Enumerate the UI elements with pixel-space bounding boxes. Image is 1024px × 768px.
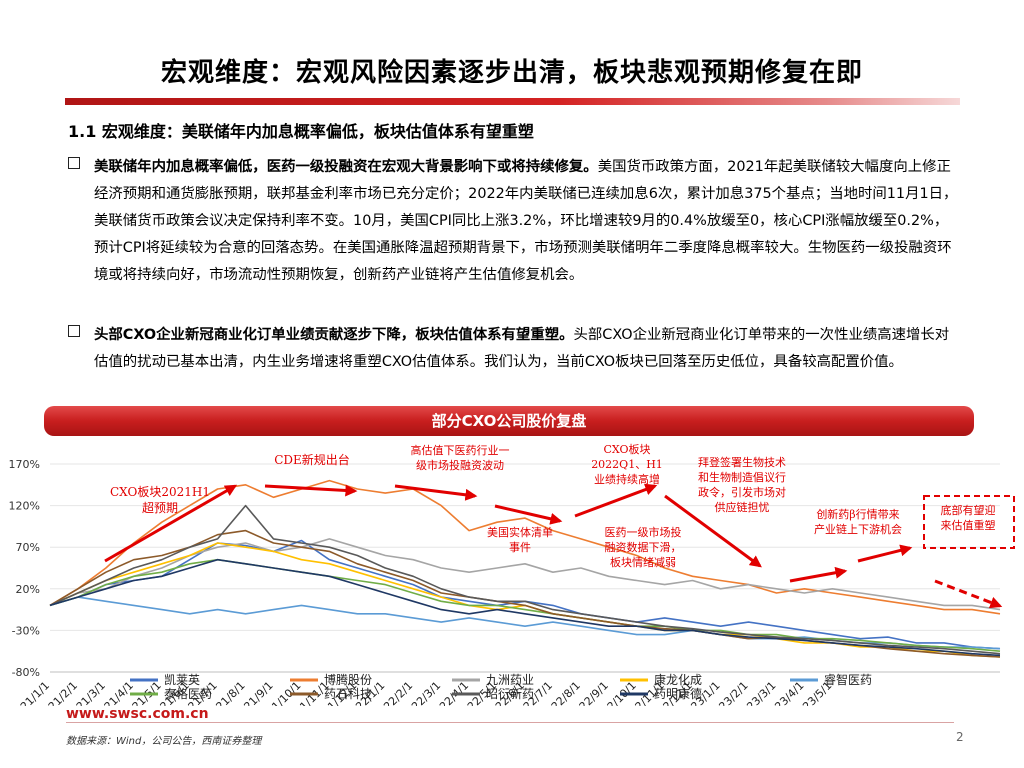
annotation-7-line-1: 拜登签署生物技术 <box>698 455 786 469</box>
legend-label: 睿智医药 <box>824 672 872 687</box>
bullet-2-lead: 头部CXO企业新冠商业化订单业绩贡献逐步下降，板块估值体系有望重塑。 <box>94 327 574 343</box>
series-line-药明康德 <box>49 558 1001 657</box>
bullet-1-text: 美联储年内加息概率偏低，医药一级投融资在宏观大背景影响下或将持续修复。美国货币政… <box>94 154 962 289</box>
annotation-5-line-2: 事件 <box>509 541 531 554</box>
x-tick-label: 2021/1/1 <box>8 679 52 706</box>
footer-url: www.swsc.com.cn <box>66 706 209 722</box>
annotation-1-line-2: 超预期 <box>142 500 178 515</box>
annotation-7-line-3: 政令，引发市场对 <box>698 485 786 499</box>
y-tick-label: 170% <box>9 458 40 471</box>
annotation-4-line-3: 业绩持续高增 <box>594 472 660 486</box>
series-line-泰格医药 <box>49 558 1001 652</box>
annotation-8-line-2: 产业链上下游机会 <box>814 522 902 536</box>
page-number: 2 <box>956 730 964 744</box>
annotation-3-line-1: 高估值下医药行业一 <box>411 443 510 457</box>
bullet-1-lead: 美联储年内加息概率偏低，医药一级投融资在宏观大背景影响下或将持续修复。 <box>94 159 598 175</box>
trend-arrow <box>394 484 478 501</box>
legend-label: 药石科技 <box>324 687 372 701</box>
annotation-dashed-box <box>923 495 1015 549</box>
annotation-6-line-1: 医药一级市场投 <box>605 525 682 539</box>
annotation-1-line-1: CXO板块2021H1 <box>110 485 210 499</box>
annotation-5-line-1: 美国实体清单 <box>487 525 553 539</box>
checkbox-bullet-icon <box>68 325 80 337</box>
annotation-6-line-3: 板块情绪减弱 <box>610 555 676 569</box>
data-source: 数据来源：Wind，公司公告，西南证券整理 <box>66 736 262 747</box>
annotation-4-line-2: 2022Q1、H1 <box>591 458 663 471</box>
trend-arrow <box>574 483 658 518</box>
y-tick-label: -80% <box>12 666 40 679</box>
trend-arrow-dashed <box>934 579 1003 609</box>
legend-label: 康龙化成 <box>654 672 702 687</box>
trend-arrow <box>104 484 238 563</box>
trend-arrow <box>494 504 563 525</box>
annotation-6-line-2: 融资数据下滑， <box>605 540 682 554</box>
stock-price-chart: 170%120%70%20%-30%-80%2021/1/12021/2/120… <box>8 442 1015 706</box>
legend-label: 昭衍新药 <box>486 686 534 701</box>
trend-arrow <box>664 494 762 568</box>
y-tick-label: -30% <box>12 624 40 637</box>
footer-divider <box>66 722 954 723</box>
legend-label: 博腾股份 <box>324 672 372 687</box>
annotation-8-line-1: 创新药β行情带来 <box>816 507 899 521</box>
checkbox-bullet-icon <box>68 157 80 169</box>
bullet-2-body: 头部CXO企业新冠商业化订单带来的一次性业绩高速增长对估值的扰动已基本出清，内生… <box>94 327 950 370</box>
series-line-九洲药业 <box>49 538 1001 611</box>
legend-label: 药明康德 <box>654 686 702 701</box>
legend-label: 九洲药业 <box>486 673 534 687</box>
annotation-7-line-2: 和生物制造倡议行 <box>698 470 786 484</box>
series-line-昭衍新药 <box>49 504 1001 655</box>
series-line-博腾股份 <box>49 479 1001 615</box>
legend-label: 泰格医药 <box>164 686 212 701</box>
section-subheading: 1.1 宏观维度：美联储年内加息概率偏低，板块估值体系有望重塑 <box>68 122 534 141</box>
y-tick-label: 120% <box>9 500 40 513</box>
annotation-9-line-2: 来估值重塑 <box>941 518 996 532</box>
page-title: 宏观维度：宏观风险因素逐步出清，板块悲观预期修复在即 <box>160 58 863 88</box>
annotation-7-line-4: 供应链担忧 <box>715 500 770 514</box>
bullet-1-body: 美国货币政策方面，2021年起美联储较大幅度向上修正经济预期和通货膨胀预期，联邦… <box>94 159 958 283</box>
annotation-2-line-1: CDE新规出台 <box>274 452 350 467</box>
trend-arrow <box>789 566 848 583</box>
annotation-9-line-1: 底部有望迎 <box>941 503 996 517</box>
title-divider <box>65 98 960 105</box>
trend-arrow <box>264 484 358 497</box>
series-line-凯莱英 <box>49 539 1001 650</box>
annotation-3-line-2: 级市场投融资波动 <box>416 458 504 472</box>
trend-arrow <box>857 544 913 563</box>
y-tick-label: 20% <box>16 583 40 596</box>
y-tick-label: 70% <box>16 541 40 554</box>
annotation-4-line-1: CXO板块 <box>603 442 650 456</box>
chart-banner: 部分CXO公司股价复盘 <box>44 406 974 436</box>
bullet-2-text: 头部CXO企业新冠商业化订单业绩贡献逐步下降，板块估值体系有望重塑。头部CXO企… <box>94 322 962 376</box>
legend-label: 凯莱英 <box>164 673 200 687</box>
